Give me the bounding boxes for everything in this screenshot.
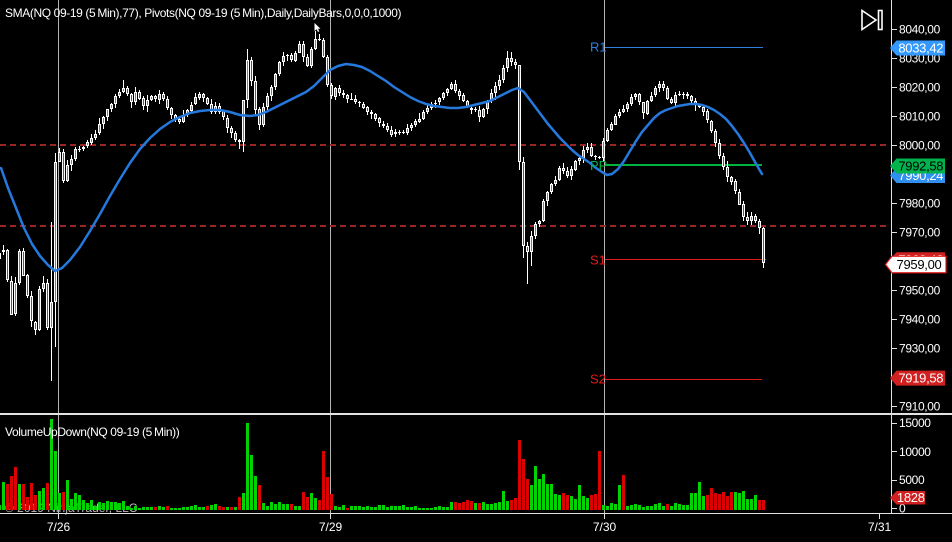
svg-text:R1: R1	[590, 40, 607, 55]
svg-text:7970,00: 7970,00	[899, 225, 941, 239]
svg-text:7/29: 7/29	[319, 520, 343, 534]
svg-text:7/31: 7/31	[868, 520, 892, 534]
svg-text:10000: 10000	[899, 445, 931, 459]
svg-text:8020,00: 8020,00	[899, 80, 941, 94]
svg-text:15000: 15000	[899, 416, 931, 430]
svg-text:7/30: 7/30	[593, 520, 617, 534]
svg-text:8033,42: 8033,42	[898, 40, 943, 55]
svg-text:7910,00: 7910,00	[899, 399, 941, 413]
svg-text:8010,00: 8010,00	[899, 109, 941, 123]
svg-text:8000,00: 8000,00	[899, 138, 941, 152]
svg-text:7992,58: 7992,58	[898, 158, 943, 173]
svg-text:SMA(NQ 09-19 (5 Min),77), Pivo: SMA(NQ 09-19 (5 Min),77), Pivots(NQ 09-1…	[5, 6, 402, 20]
svg-text:7919,58: 7919,58	[898, 371, 943, 386]
svg-text:5000: 5000	[899, 473, 925, 487]
svg-text:7959,00: 7959,00	[897, 257, 942, 272]
svg-text:7940,00: 7940,00	[899, 312, 941, 326]
svg-text:7/26: 7/26	[47, 520, 71, 534]
svg-text:7930,00: 7930,00	[899, 341, 941, 355]
svg-text:7950,00: 7950,00	[899, 283, 941, 297]
svg-text:S1: S1	[590, 253, 606, 268]
svg-text:0: 0	[899, 502, 906, 516]
svg-text:PP: PP	[590, 158, 607, 173]
svg-text:8040,00: 8040,00	[899, 22, 941, 36]
svg-text:7980,00: 7980,00	[899, 196, 941, 210]
svg-text:VolumeUpDown(NQ 09-19 (5 Min)): VolumeUpDown(NQ 09-19 (5 Min))	[5, 425, 180, 439]
svg-text:S2: S2	[590, 372, 606, 387]
svg-text:1828: 1828	[897, 490, 925, 505]
